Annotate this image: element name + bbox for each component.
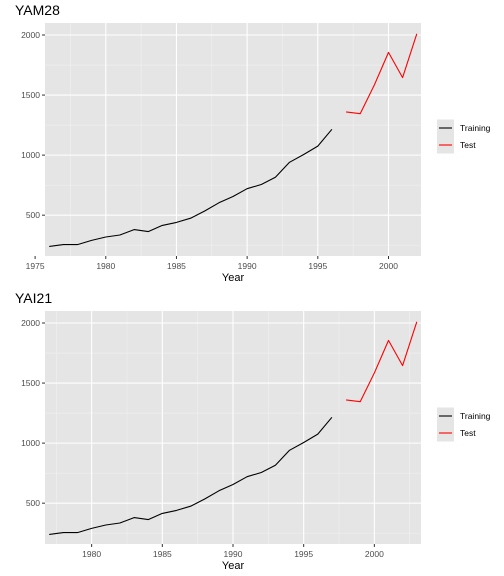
legend: Training Test	[437, 119, 491, 154]
y-tick-label: 1000	[21, 438, 40, 448]
x-tick-label: 1980	[82, 549, 101, 559]
chart-2: YAI21 1980 1985 1990 1995 2000 500 1000 1500 2000…	[15, 290, 491, 572]
x-tick-label: 1995	[294, 549, 313, 559]
plot-panel	[45, 23, 421, 256]
x-tick-label: 1995	[308, 261, 327, 271]
x-tick-label: 1990	[224, 549, 243, 559]
series-line-training	[49, 128, 333, 247]
legend-label-test: Test	[460, 140, 476, 150]
series-line-training	[49, 416, 333, 535]
y-tick-label: 1500	[21, 378, 40, 388]
y-tick-label: 1000	[21, 150, 40, 160]
series-line-test	[346, 321, 418, 403]
y-tick-label: 2000	[21, 30, 40, 40]
y-tick-label: 500	[26, 498, 40, 508]
x-tick-label: 1990	[238, 261, 257, 271]
x-tick-label: 2000	[379, 261, 398, 271]
legend: Training Test	[437, 407, 491, 442]
chart-title: YAI21	[15, 290, 52, 306]
chart-1: YAM28 1975 1980 1985 1990 1995 2000 500 1000 1500…	[15, 2, 491, 284]
x-tick-label: 1980	[96, 261, 115, 271]
legend-label-training: Training	[460, 411, 491, 421]
x-axis-title: Year	[222, 272, 245, 284]
x-tick-label: 1975	[26, 261, 45, 271]
y-tick-label: 500	[26, 210, 40, 220]
y-tick-label: 1500	[21, 90, 40, 100]
chart-title: YAM28	[15, 2, 60, 18]
legend-label-test: Test	[460, 428, 476, 438]
y-tick-label: 2000	[21, 318, 40, 328]
x-tick-label: 1985	[167, 261, 186, 271]
legend-label-training: Training	[460, 123, 491, 133]
series-line-test	[346, 33, 418, 115]
x-tick-label: 1985	[153, 549, 172, 559]
x-tick-label: 2000	[365, 549, 384, 559]
x-axis-title: Year	[222, 560, 245, 572]
